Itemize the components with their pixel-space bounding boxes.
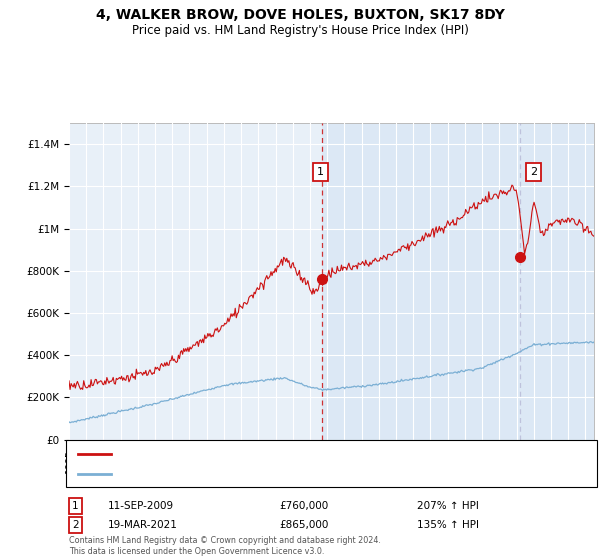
Text: 4, WALKER BROW, DOVE HOLES, BUXTON, SK17 8DY (detached house): 4, WALKER BROW, DOVE HOLES, BUXTON, SK17… bbox=[117, 449, 470, 459]
Text: £760,000: £760,000 bbox=[279, 501, 328, 511]
Text: HPI: Average price, detached house, High Peak: HPI: Average price, detached house, High… bbox=[117, 469, 351, 479]
Text: 11-SEP-2009: 11-SEP-2009 bbox=[108, 501, 174, 511]
Text: 2: 2 bbox=[72, 520, 79, 530]
Text: Contains HM Land Registry data © Crown copyright and database right 2024.
This d: Contains HM Land Registry data © Crown c… bbox=[69, 536, 381, 556]
Text: 207% ↑ HPI: 207% ↑ HPI bbox=[417, 501, 479, 511]
Text: Price paid vs. HM Land Registry's House Price Index (HPI): Price paid vs. HM Land Registry's House … bbox=[131, 24, 469, 36]
Text: 1: 1 bbox=[72, 501, 79, 511]
Text: 19-MAR-2021: 19-MAR-2021 bbox=[108, 520, 178, 530]
Text: 4, WALKER BROW, DOVE HOLES, BUXTON, SK17 8DY: 4, WALKER BROW, DOVE HOLES, BUXTON, SK17… bbox=[95, 8, 505, 22]
Bar bbox=[322, 123, 594, 440]
Text: 135% ↑ HPI: 135% ↑ HPI bbox=[417, 520, 479, 530]
Text: 2: 2 bbox=[530, 167, 538, 177]
Text: 1: 1 bbox=[317, 167, 324, 177]
Text: £865,000: £865,000 bbox=[279, 520, 328, 530]
